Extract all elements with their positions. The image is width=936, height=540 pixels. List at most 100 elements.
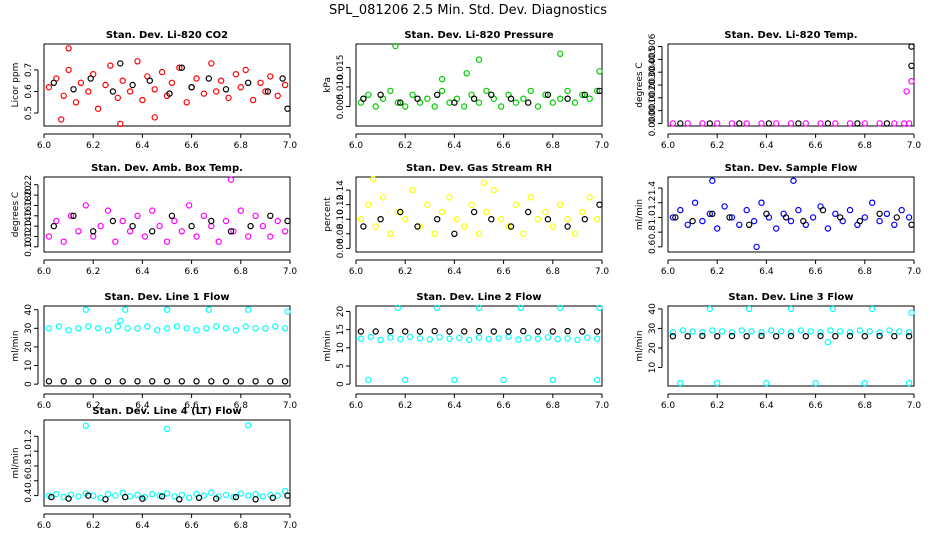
data-point <box>891 333 898 340</box>
data-point <box>119 217 126 225</box>
data-point <box>85 492 92 499</box>
y-tick-label: 20 <box>336 305 346 317</box>
data-point <box>72 99 80 106</box>
data-point <box>252 212 259 219</box>
panel-4: Stan. Dev. Amb. Box Temp. 6.0 6.2 6.4 6.6 6.8… <box>11 163 297 277</box>
data-point <box>699 332 706 340</box>
y-axis-label: ml/min <box>635 330 645 361</box>
x-tick-label: 6.6 <box>496 401 511 411</box>
data-point <box>89 233 97 240</box>
data-point <box>564 223 571 230</box>
x-tick-label: 6.4 <box>135 401 150 411</box>
data-point <box>232 70 240 78</box>
data-point <box>119 77 126 84</box>
data-point <box>557 95 564 102</box>
data-point <box>883 210 891 217</box>
x-tick-label: 7.0 <box>283 401 298 411</box>
x-tick-label: 6.8 <box>234 521 249 531</box>
data-point <box>500 376 507 383</box>
data-point <box>905 379 913 387</box>
data-point <box>463 70 470 77</box>
data-point <box>908 77 915 85</box>
y-tick-label: 0 <box>24 381 34 387</box>
data-point <box>134 378 141 385</box>
plot-frame <box>667 305 915 387</box>
data-point <box>549 223 557 230</box>
data-point <box>117 317 124 325</box>
data-point <box>728 332 736 340</box>
data-point <box>377 215 384 223</box>
data-point <box>365 201 372 208</box>
panel-7: Stan. Dev. Line 1 Flow 6.0 6.2 6.4 6.6 6.8 7.0… <box>11 292 297 411</box>
panel-title: Stan. Dev. Li-820 CO2 <box>106 30 228 41</box>
data-point <box>490 186 497 194</box>
data-point <box>709 177 716 184</box>
data-point <box>669 333 677 340</box>
x-tick-label: 6.0 <box>37 401 52 411</box>
data-point <box>434 91 441 99</box>
data-point <box>279 75 286 82</box>
plot-frame <box>355 176 603 253</box>
data-point <box>148 378 156 385</box>
data-point <box>45 83 53 91</box>
y-tick-label: 20 <box>24 341 34 353</box>
data-point <box>222 86 230 93</box>
y-tick-label: 0.14 <box>336 180 346 200</box>
data-point <box>787 329 795 336</box>
data-point <box>208 222 215 230</box>
y-tick-label: 0.003 <box>648 72 658 98</box>
x-tick-label: 6.2 <box>86 521 100 531</box>
data-point <box>262 88 269 95</box>
data-point <box>669 120 677 127</box>
data-point <box>475 230 483 237</box>
data-point <box>107 62 114 69</box>
data-point <box>468 201 475 208</box>
data-point <box>208 489 215 496</box>
data-point <box>434 304 441 311</box>
data-point <box>544 91 552 99</box>
data-point <box>812 379 819 387</box>
data-point <box>706 120 714 127</box>
x-tick-label: 6.0 <box>37 141 52 151</box>
y-tick-label: 0.6 <box>648 239 658 254</box>
y-tick-label: 0.005 <box>648 46 658 72</box>
y-tick-label: 1.2 <box>648 196 658 210</box>
data-point <box>372 328 379 335</box>
data-point <box>60 238 67 245</box>
data-point <box>203 325 210 332</box>
data-point <box>542 91 549 99</box>
x-tick-label: 6.4 <box>447 141 462 151</box>
data-point <box>377 336 384 343</box>
data-point <box>466 336 473 343</box>
data-point <box>714 379 721 387</box>
data-point <box>527 87 534 95</box>
x-tick-label: 6.2 <box>86 267 100 277</box>
y-tick-label: 1.0 <box>648 210 658 225</box>
data-point <box>507 95 515 102</box>
data-point <box>861 214 869 221</box>
data-point <box>168 79 176 87</box>
y-tick-label: 0.14 <box>24 216 34 236</box>
data-point <box>746 221 753 228</box>
data-point <box>593 328 601 335</box>
y-tick-label: 1.4 <box>648 181 658 196</box>
data-point <box>758 199 765 206</box>
data-point <box>753 243 760 251</box>
data-point <box>571 230 579 237</box>
data-point <box>387 327 394 335</box>
data-point <box>284 105 291 112</box>
data-point <box>525 99 532 106</box>
data-point <box>409 186 416 194</box>
data-point <box>222 491 230 499</box>
data-point <box>45 325 53 332</box>
data-point <box>669 329 677 336</box>
data-point <box>262 325 269 332</box>
data-point <box>397 335 404 343</box>
data-point <box>554 335 561 343</box>
data-point <box>416 223 424 230</box>
data-point <box>846 332 854 340</box>
data-point <box>119 378 126 385</box>
data-point <box>908 43 915 50</box>
data-point <box>222 217 230 225</box>
data-point <box>274 92 281 100</box>
